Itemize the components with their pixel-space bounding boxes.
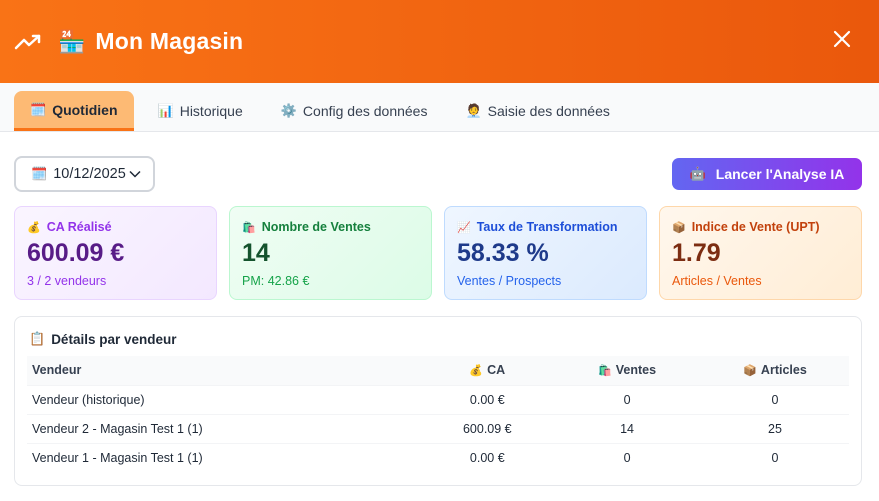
kpi-cards: 💰 CA Réalisé 600.09 € 3 / 2 vendeurs 🛍️ No… bbox=[0, 206, 879, 300]
ai-button-label: Lancer l'Analyse IA bbox=[715, 166, 845, 182]
section-title: Détails par vendeur bbox=[51, 331, 177, 347]
cell-ventes: 0 bbox=[553, 384, 702, 414]
launch-ai-analysis-button[interactable]: 🤖 Lancer l'Analyse IA bbox=[672, 158, 862, 190]
cell-articles: 25 bbox=[701, 413, 849, 443]
tab-config-donnees[interactable]: ⚙️ Config des données bbox=[265, 91, 444, 131]
column-header-ca: 💰 CA bbox=[469, 363, 506, 378]
tab-saisie-donnees[interactable]: 🧑‍💼 Saisie des données bbox=[449, 91, 625, 131]
cell-ca: 0.00 € bbox=[421, 442, 554, 472]
tab-historique[interactable]: 📊 Historique bbox=[142, 91, 259, 131]
kpi-label: CA Réalisé bbox=[46, 220, 112, 234]
date-value: 10/12/2025 bbox=[53, 166, 126, 182]
cell-ventes: 14 bbox=[553, 413, 702, 443]
close-icon[interactable] bbox=[831, 28, 853, 50]
column-header-ventes: 🛍️ Ventes bbox=[598, 363, 657, 378]
tab-label: Quotidien bbox=[52, 101, 118, 118]
person-icon: 🧑‍💼 bbox=[465, 103, 482, 118]
kpi-card-ventes: 🛍️ Nombre de Ventes 14 PM: 42.86 € bbox=[229, 206, 432, 300]
gear-icon: ⚙️ bbox=[280, 103, 297, 118]
tab-label: Saisie des données bbox=[487, 103, 610, 119]
cell-vendeur: Vendeur 2 - Magasin Test 1 (1) bbox=[27, 413, 422, 443]
kpi-subtext: Articles / Ventes bbox=[672, 274, 762, 288]
calendar-icon: 🗓️ bbox=[31, 166, 48, 181]
package-icon: 📦 bbox=[743, 365, 757, 378]
table-row: Vendeur (historique) 0.00 € 0 0 bbox=[27, 384, 849, 414]
toolbar: 🗓️ 10/12/2025 🤖 Lancer l'Analyse IA bbox=[0, 156, 879, 192]
kpi-value: 14 bbox=[242, 239, 270, 267]
chevron-down-icon bbox=[129, 170, 141, 178]
kpi-card-indice-vente: 📦 Indice de Vente (UPT) 1.79 Articles / V… bbox=[659, 206, 862, 300]
money-bag-icon: 💰 bbox=[469, 365, 484, 378]
seller-details-panel: 📋 Détails par vendeur Vendeur 💰 CA 🛍️ Vent… bbox=[14, 316, 862, 486]
cell-articles: 0 bbox=[701, 384, 849, 414]
cell-ventes: 0 bbox=[553, 442, 702, 472]
page-title: Mon Magasin bbox=[95, 28, 244, 54]
store-icon: 🏪 bbox=[58, 28, 86, 54]
cell-ca: 0.00 € bbox=[421, 384, 554, 414]
shopping-bags-icon: 🛍️ bbox=[242, 221, 256, 234]
kpi-card-taux-transformation: 📈 Taux de Transformation 58.33 % Ventes /… bbox=[444, 206, 647, 300]
chart-increasing-icon: 📈 bbox=[457, 221, 471, 234]
column-header-articles: 📦 Articles bbox=[743, 363, 807, 378]
tab-label: Config des données bbox=[302, 103, 428, 119]
cell-vendeur: Vendeur 1 - Magasin Test 1 (1) bbox=[27, 442, 422, 472]
money-bag-icon: 💰 bbox=[27, 221, 41, 234]
kpi-value: 58.33 % bbox=[457, 239, 549, 267]
app-header: 🏪 Mon Magasin bbox=[0, 0, 879, 83]
table-row: Vendeur 1 - Magasin Test 1 (1) 0.00 € 0 … bbox=[27, 442, 849, 472]
cell-vendeur: Vendeur (historique) bbox=[27, 384, 422, 414]
calendar-icon: 🗓️ bbox=[30, 101, 47, 117]
kpi-label: Taux de Transformation bbox=[476, 220, 618, 234]
seller-table: Vendeur 💰 CA 🛍️ Ventes 📦 Articles Vendeur (… bbox=[27, 356, 849, 472]
kpi-value: 1.79 bbox=[672, 239, 721, 267]
tab-bar: 🗓️ Quotidien 📊 Historique ⚙️ Config des … bbox=[0, 83, 879, 132]
bar-chart-icon: 📊 bbox=[157, 103, 174, 118]
clipboard-icon: 📋 bbox=[29, 331, 46, 346]
date-picker[interactable]: 🗓️ 10/12/2025 bbox=[14, 156, 155, 192]
cell-articles: 0 bbox=[701, 442, 849, 472]
package-icon: 📦 bbox=[672, 221, 686, 234]
kpi-card-ca: 💰 CA Réalisé 600.09 € 3 / 2 vendeurs bbox=[14, 206, 217, 300]
kpi-label: Indice de Vente (UPT) bbox=[691, 220, 820, 234]
kpi-label: Nombre de Ventes bbox=[261, 220, 371, 234]
kpi-subtext: PM: 42.86 € bbox=[242, 274, 310, 288]
tab-label: Historique bbox=[179, 103, 243, 119]
column-header-vendeur: Vendeur bbox=[32, 363, 82, 378]
trending-up-icon bbox=[14, 34, 41, 49]
shopping-bags-icon: 🛍️ bbox=[598, 365, 612, 378]
kpi-subtext: Ventes / Prospects bbox=[457, 274, 562, 288]
tab-quotidien[interactable]: 🗓️ Quotidien bbox=[14, 91, 134, 131]
kpi-subtext: 3 / 2 vendeurs bbox=[27, 274, 107, 288]
robot-icon: 🤖 bbox=[689, 166, 706, 181]
table-header-row: Vendeur 💰 CA 🛍️ Ventes 📦 Articles bbox=[27, 356, 849, 385]
table-row: Vendeur 2 - Magasin Test 1 (1) 600.09 € … bbox=[27, 413, 849, 443]
kpi-value: 600.09 € bbox=[27, 239, 125, 267]
cell-ca: 600.09 € bbox=[421, 413, 554, 443]
